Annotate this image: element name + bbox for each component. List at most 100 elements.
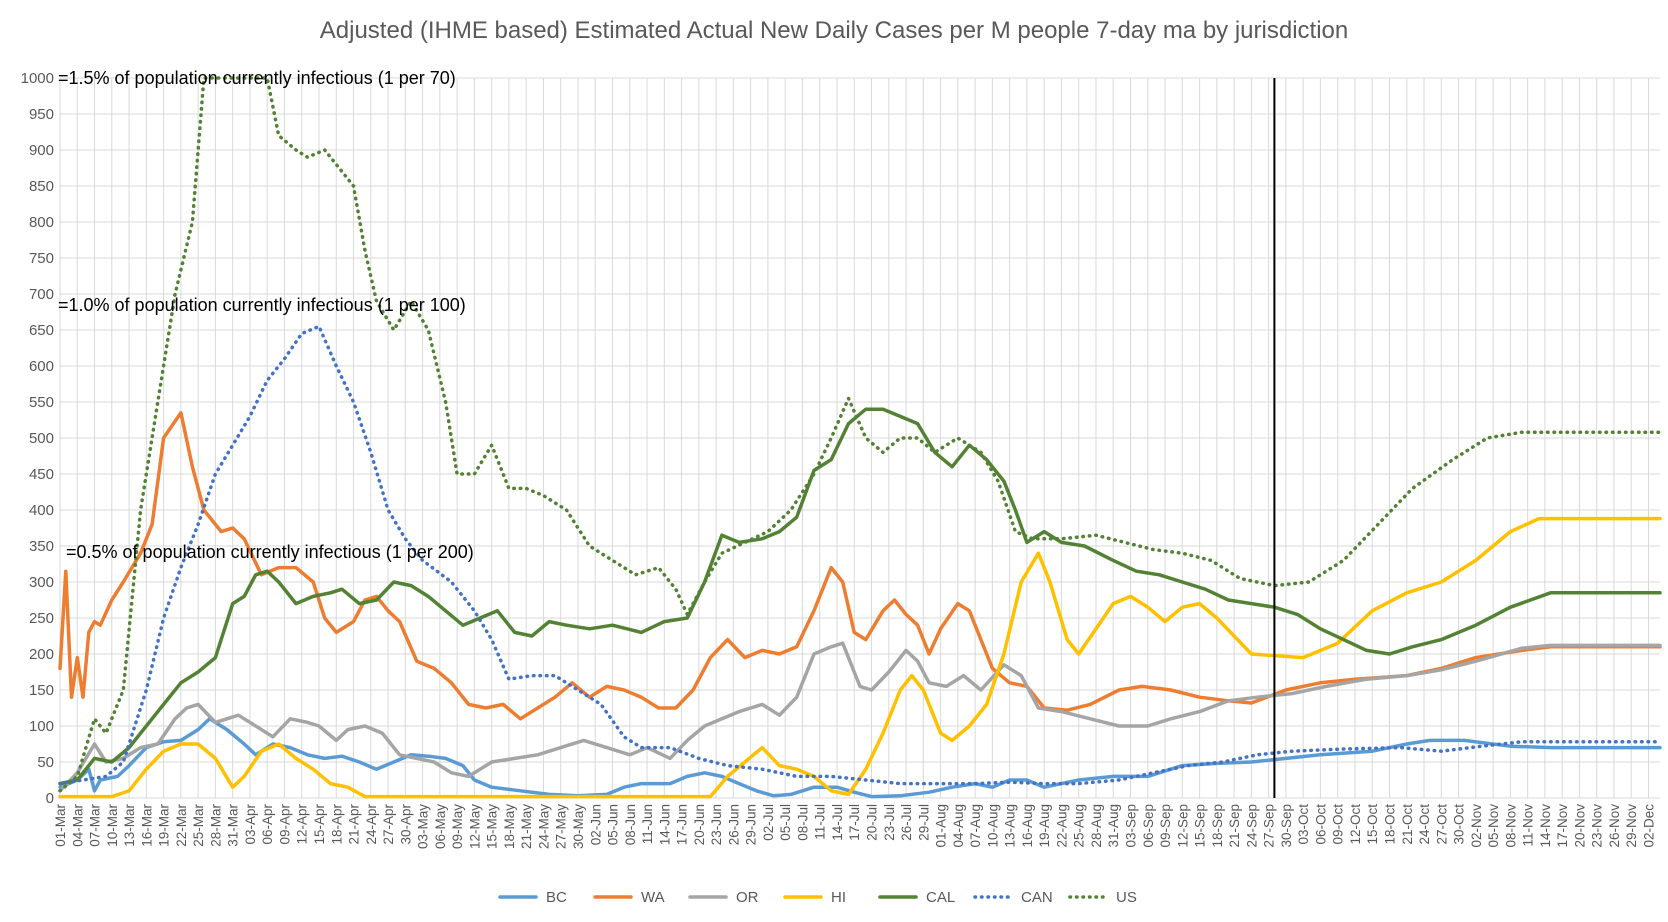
x-tick-label: 04-Aug [951, 804, 966, 848]
x-tick-label: 14-Jul [830, 804, 845, 841]
x-tick-label: 03-Sep [1124, 804, 1139, 848]
x-tick-label: 10-Mar [105, 804, 120, 847]
x-tick-label: 27-Oct [1434, 804, 1449, 845]
x-tick-label: 13-Aug [1003, 804, 1018, 848]
x-tick-label: 24-May [536, 804, 551, 849]
x-tick-label: 01-Mar [53, 804, 68, 847]
x-tick-label: 29-Jul [916, 804, 931, 841]
x-tick-label: 28-Mar [208, 804, 223, 847]
x-tick-label: 08-Jun [623, 804, 638, 845]
x-tick-label: 29-Jun [744, 804, 759, 845]
x-tick-label: 15-Sep [1193, 804, 1208, 848]
x-tick-label: 24-Sep [1244, 804, 1259, 848]
x-tick-label: 19-Aug [1037, 804, 1052, 848]
x-tick-label: 26-Jul [899, 804, 914, 841]
x-tick-label: 05-Jul [778, 804, 793, 841]
x-tick-label: 18-May [502, 804, 517, 849]
x-tick-label: 05-Nov [1486, 804, 1501, 848]
legend-label-or: OR [736, 889, 759, 906]
legend-label-us: US [1116, 889, 1137, 906]
y-tick-label: 400 [29, 502, 54, 519]
x-tick-label: 12-Apr [295, 804, 310, 845]
y-tick-label: 150 [29, 682, 54, 699]
series-line-or [60, 643, 1660, 791]
y-tick-label: 600 [29, 358, 54, 375]
x-tick-label: 12-Sep [1175, 804, 1190, 848]
x-tick-label: 20-Nov [1572, 804, 1587, 848]
y-tick-label: 750 [29, 250, 54, 267]
x-tick-label: 23-Jun [709, 804, 724, 845]
y-tick-label: 1000 [21, 70, 54, 87]
y-tick-label: 950 [29, 106, 54, 123]
x-tick-label: 11-Jul [813, 804, 828, 840]
x-tick-label: 18-Apr [329, 804, 344, 845]
x-tick-label: 21-May [519, 804, 534, 849]
y-tick-label: 700 [29, 286, 54, 303]
annotation-text: =1.5% of population currently infectious… [58, 68, 456, 88]
x-tick-label: 06-Oct [1313, 804, 1328, 845]
x-tick-label: 29-Nov [1624, 804, 1639, 848]
x-tick-label: 10-Aug [985, 804, 1000, 848]
x-tick-label: 27-Sep [1262, 804, 1277, 848]
x-tick-label: 16-Mar [139, 804, 154, 847]
y-tick-label: 650 [29, 322, 54, 339]
legend-label-hi: HI [831, 889, 846, 906]
x-axis: 01-Mar 04-Mar 07-Mar 10-Mar 13-Mar 16-Mar 19-M… [53, 804, 1656, 850]
series-line-bc [60, 719, 1660, 797]
legend-label-can: CAN [1021, 889, 1053, 906]
x-tick-label: 25-Aug [1072, 804, 1087, 848]
y-tick-label: 550 [29, 394, 54, 411]
x-tick-label: 21-Apr [347, 804, 362, 845]
legend: BC WA OR HI CAL CAN US [500, 889, 1137, 906]
x-tick-label: 30-Apr [398, 804, 413, 845]
y-tick-label: 450 [29, 466, 54, 483]
x-tick-label: 17-Nov [1555, 804, 1570, 848]
x-tick-label: 03-Oct [1296, 804, 1311, 845]
x-tick-label: 21-Sep [1227, 804, 1242, 848]
x-tick-label: 16-Aug [1020, 804, 1035, 848]
x-tick-label: 22-Aug [1054, 804, 1069, 848]
y-axis: 0501001502002503003504004505005506006507… [21, 70, 54, 807]
x-tick-label: 08-Jul [795, 804, 810, 841]
x-tick-label: 07-Mar [88, 804, 103, 847]
x-tick-label: 13-Mar [122, 804, 137, 847]
x-tick-label: 30-May [571, 804, 586, 849]
x-tick-label: 18-Oct [1382, 804, 1397, 845]
y-tick-label: 100 [29, 718, 54, 735]
x-tick-label: 24-Oct [1417, 804, 1432, 845]
legend-label-wa: WA [641, 889, 665, 906]
legend-label-cal: CAL [926, 889, 955, 906]
x-tick-label: 02-Dec [1641, 804, 1656, 848]
x-tick-label: 31-Mar [226, 804, 241, 847]
x-tick-label: 28-Aug [1089, 804, 1104, 848]
x-tick-label: 02-Nov [1469, 804, 1484, 848]
x-tick-label: 26-Jun [726, 804, 741, 845]
x-tick-label: 06-Apr [260, 804, 275, 845]
x-tick-label: 19-Mar [157, 804, 172, 847]
x-tick-label: 20-Jun [692, 804, 707, 845]
x-tick-label: 12-May [467, 804, 482, 849]
annotations: =1.5% of population currently infectious… [58, 68, 474, 562]
x-tick-label: 06-Sep [1141, 804, 1156, 848]
x-tick-label: 30-Oct [1452, 804, 1467, 845]
x-tick-label: 21-Oct [1400, 804, 1415, 845]
x-tick-label: 24-Apr [364, 804, 379, 845]
x-tick-label: 14-Jun [657, 804, 672, 845]
x-tick-label: 31-Aug [1106, 804, 1121, 848]
x-tick-label: 17-Jun [675, 804, 690, 845]
x-tick-label: 15-Apr [312, 804, 327, 845]
y-tick-label: 250 [29, 610, 54, 627]
x-tick-label: 06-May [433, 804, 448, 849]
x-tick-label: 14-Nov [1538, 804, 1553, 848]
x-tick-label: 07-Aug [968, 804, 983, 848]
legend-label-bc: BC [546, 889, 567, 906]
x-tick-label: 08-Nov [1503, 804, 1518, 848]
x-tick-label: 18-Sep [1210, 804, 1225, 848]
x-tick-label: 23-Nov [1590, 804, 1605, 848]
x-tick-label: 25-Mar [191, 804, 206, 847]
y-tick-label: 350 [29, 538, 54, 555]
y-tick-label: 900 [29, 142, 54, 159]
y-tick-label: 500 [29, 430, 54, 447]
